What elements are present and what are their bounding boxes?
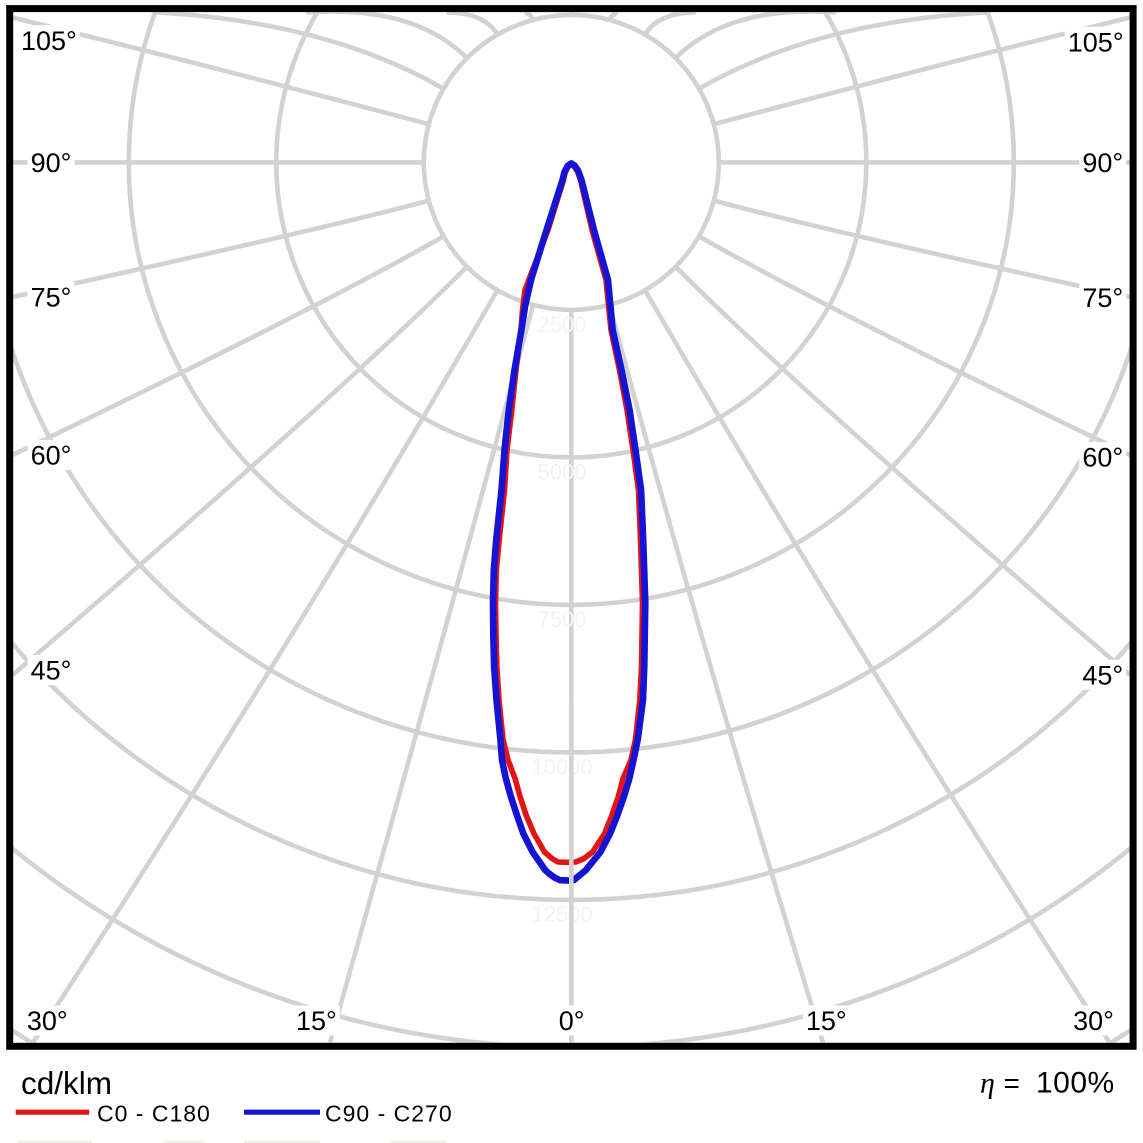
svg-text:C0 - C180: C0 - C180 (97, 1100, 211, 1126)
svg-text:12500: 12500 (531, 902, 592, 927)
svg-text:15°: 15° (806, 1006, 847, 1036)
svg-text:75°: 75° (31, 283, 72, 313)
svg-text:75°: 75° (1082, 283, 1123, 313)
svg-text:0°: 0° (559, 1006, 585, 1036)
svg-text:45°: 45° (31, 656, 72, 686)
svg-text:7500: 7500 (538, 607, 587, 632)
svg-text:105°: 105° (1068, 27, 1124, 57)
svg-text:5000: 5000 (538, 459, 587, 484)
svg-text:60°: 60° (1082, 443, 1123, 473)
svg-text:2500: 2500 (538, 312, 587, 337)
svg-text:η=100%: η = 100% (980, 1066, 1115, 1099)
svg-text:15°: 15° (296, 1006, 337, 1036)
svg-text:90°: 90° (1082, 148, 1123, 178)
svg-text:C90 - C270: C90 - C270 (325, 1100, 453, 1126)
svg-text:60°: 60° (31, 441, 72, 471)
svg-text:90°: 90° (31, 148, 72, 178)
svg-text:30°: 30° (27, 1006, 68, 1036)
svg-text:cd/klm: cd/klm (21, 1065, 112, 1101)
svg-text:10000: 10000 (531, 754, 592, 779)
svg-text:30°: 30° (1073, 1006, 1114, 1036)
svg-text:105°: 105° (21, 26, 77, 56)
svg-text:45°: 45° (1082, 660, 1123, 690)
